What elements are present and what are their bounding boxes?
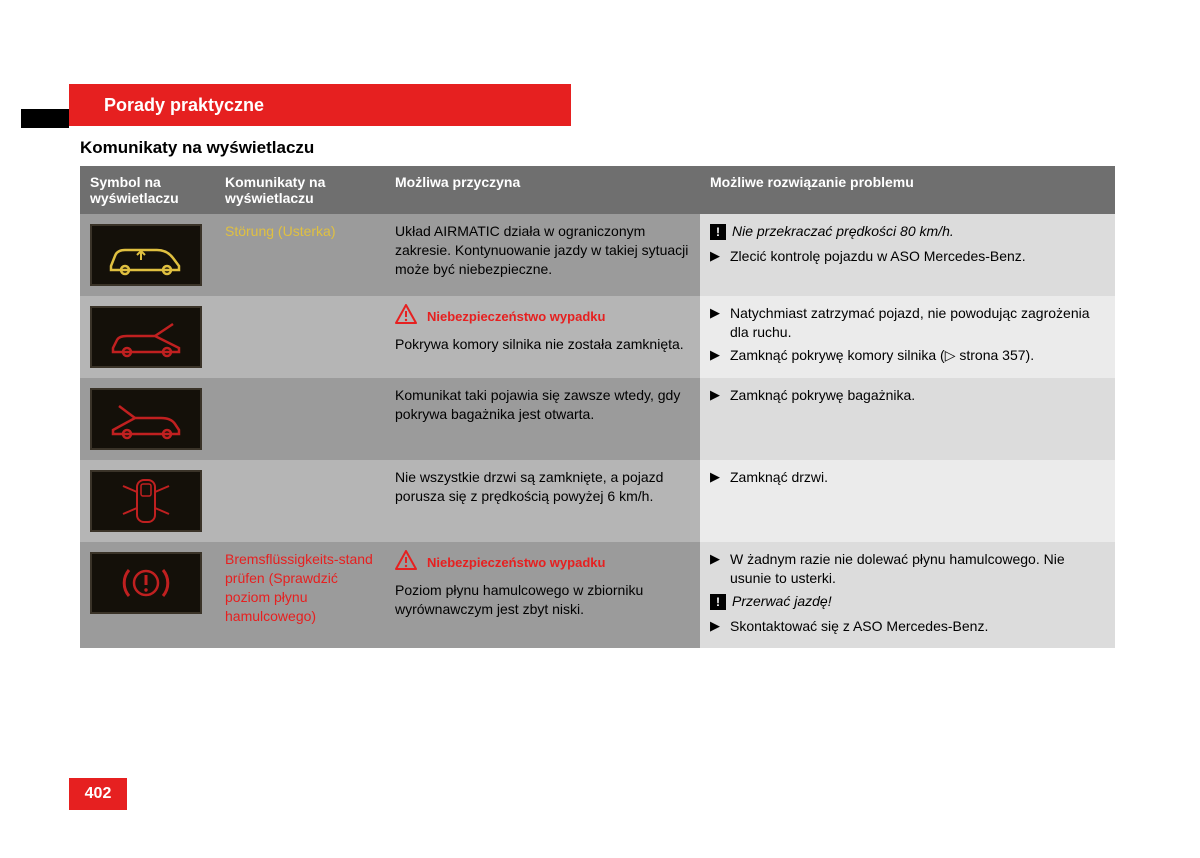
solution-important: ! Przerwać jazdę! (710, 592, 1105, 611)
solution-bullet-text: Zamknąć pokrywę komory silnika (▷ strona… (730, 346, 1105, 365)
cause-cell: Komunikat taki pojawia się zawsze wtedy,… (385, 378, 700, 460)
solution-bullet-text: W żadnym razie nie dolewać płynu hamulco… (730, 550, 1105, 588)
warning-text: Niebezpieczeństwo wypadku (427, 308, 605, 326)
solution-bullet: ▶Zamknąć pokrywę bagażnika. (710, 386, 1105, 405)
solution-bullet-text: Zlecić kontrolę pojazdu w ASO Mercedes-B… (730, 247, 1105, 266)
warning-triangle-icon (395, 550, 417, 575)
exclamation-box-icon: ! (710, 224, 726, 240)
solution-important-text: Przerwać jazdę! (732, 593, 832, 609)
symbol-cell (80, 214, 215, 296)
solution-bullet: ▶Zamknąć drzwi. (710, 468, 1105, 487)
table-header-row: Symbol na wyświetlaczu Komunikaty na wyś… (80, 166, 1115, 214)
col-header-cause: Możliwa przyczyna (385, 166, 700, 214)
exclamation-box-icon: ! (710, 594, 726, 610)
table-row: Nie wszystkie drzwi są zamknięte, a poja… (80, 460, 1115, 542)
solution-bullet: ▶Zamknąć pokrywę komory silnika (▷ stron… (710, 346, 1105, 365)
message-cell (215, 296, 385, 378)
car-trunk-open-icon (101, 396, 191, 442)
col-header-solution: Możliwe rozwiązanie problemu (700, 166, 1115, 214)
col-header-message: Komunikaty na wyświetlaczu (215, 166, 385, 214)
warning-triangle-icon (395, 550, 417, 570)
page-number: 402 (85, 785, 112, 803)
solution-bullet: ▶W żadnym razie nie dolewać płynu hamulc… (710, 550, 1105, 588)
table-row: Störung (Usterka) Układ AIRMATIC działa w… (80, 214, 1115, 296)
symbol-cell (80, 542, 215, 648)
brake-warning-icon (101, 560, 191, 606)
message-text: Bremsflüssigkeits-stand prüfen (Sprawdzi… (225, 551, 373, 624)
bullet-marker-icon: ▶ (710, 346, 730, 365)
warning-text: Niebezpieczeństwo wypadku (427, 554, 605, 572)
symbol-box (90, 224, 202, 286)
bullet-marker-icon: ▶ (710, 468, 730, 487)
cause-cell: Układ AIRMATIC działa w ograniczonym zak… (385, 214, 700, 296)
symbol-box (90, 388, 202, 450)
symbol-box (90, 470, 202, 532)
cause-cell: Nie wszystkie drzwi są zamknięte, a poja… (385, 460, 700, 542)
symbol-cell (80, 460, 215, 542)
section-title: Porady praktyczne (104, 95, 264, 116)
symbol-cell (80, 378, 215, 460)
solution-important-text: Nie przekraczać prędkości 80 km/h. (732, 223, 954, 239)
solution-bullet: ▶Skontaktować się z ASO Mercedes-Benz. (710, 617, 1105, 636)
section-subtitle: Komunikaty na wyświetlaczu (80, 138, 314, 158)
bullet-marker-icon: ▶ (710, 617, 730, 636)
cause-text: Pokrywa komory silnika nie została zamkn… (395, 335, 690, 354)
car-suspension-icon (101, 232, 191, 278)
solution-cell: !Nie przekraczać prędkości 80 km/h.▶Zlec… (700, 214, 1115, 296)
warning-row: Niebezpieczeństwo wypadku (395, 550, 690, 575)
solution-bullet-text: Skontaktować się z ASO Mercedes-Benz. (730, 617, 1105, 636)
cause-text: Nie wszystkie drzwi są zamknięte, a poja… (395, 468, 690, 506)
table-row: Niebezpieczeństwo wypadku Pokrywa komory … (80, 296, 1115, 378)
symbol-cell (80, 296, 215, 378)
solution-bullet-text: Natychmiast zatrzymać pojazd, nie powodu… (730, 304, 1105, 342)
section-header: Porady praktyczne (69, 84, 571, 126)
warning-row: Niebezpieczeństwo wypadku (395, 304, 690, 329)
page-number-box: 402 (69, 778, 127, 810)
table-row: Komunikat taki pojawia się zawsze wtedy,… (80, 378, 1115, 460)
symbol-box (90, 552, 202, 614)
solution-cell: ▶Natychmiast zatrzymać pojazd, nie powod… (700, 296, 1115, 378)
cause-cell: Niebezpieczeństwo wypadku Poziom płynu ha… (385, 542, 700, 648)
message-text: Störung (Usterka) (225, 223, 335, 239)
message-cell: Bremsflüssigkeits-stand prüfen (Sprawdzi… (215, 542, 385, 648)
bullet-marker-icon: ▶ (710, 304, 730, 342)
bullet-marker-icon: ▶ (710, 550, 730, 588)
cause-text: Układ AIRMATIC działa w ograniczonym zak… (395, 222, 690, 279)
table-row: Bremsflüssigkeits-stand prüfen (Sprawdzi… (80, 542, 1115, 648)
col-header-symbol: Symbol na wyświetlaczu (80, 166, 215, 214)
solution-bullet-text: Zamknąć pokrywę bagażnika. (730, 386, 1105, 405)
solution-important: ! Nie przekraczać prędkości 80 km/h. (710, 222, 1105, 241)
bullet-marker-icon: ▶ (710, 386, 730, 405)
solution-bullet: ▶Natychmiast zatrzymać pojazd, nie powod… (710, 304, 1105, 342)
cause-text: Komunikat taki pojawia się zawsze wtedy,… (395, 386, 690, 424)
message-cell (215, 378, 385, 460)
symbol-box (90, 306, 202, 368)
warning-triangle-icon (395, 304, 417, 329)
message-cell: Störung (Usterka) (215, 214, 385, 296)
messages-table: Symbol na wyświetlaczu Komunikaty na wyś… (80, 166, 1115, 648)
solution-cell: ▶Zamknąć drzwi. (700, 460, 1115, 542)
manual-page: Porady praktyczne Komunikaty na wyświetl… (0, 0, 1200, 858)
solution-cell: ▶Zamknąć pokrywę bagażnika. (700, 378, 1115, 460)
cause-text: Poziom płynu hamulcowego w zbiorniku wyr… (395, 581, 690, 619)
car-hood-open-icon (101, 314, 191, 360)
solution-bullet-text: Zamknąć drzwi. (730, 468, 1105, 487)
bullet-marker-icon: ▶ (710, 247, 730, 266)
side-black-bar (21, 109, 69, 128)
cause-cell: Niebezpieczeństwo wypadku Pokrywa komory … (385, 296, 700, 378)
message-cell (215, 460, 385, 542)
warning-triangle-icon (395, 304, 417, 324)
solution-cell: ▶W żadnym razie nie dolewać płynu hamulc… (700, 542, 1115, 648)
car-doors-open-icon (101, 472, 191, 530)
solution-bullet: ▶Zlecić kontrolę pojazdu w ASO Mercedes-… (710, 247, 1105, 266)
